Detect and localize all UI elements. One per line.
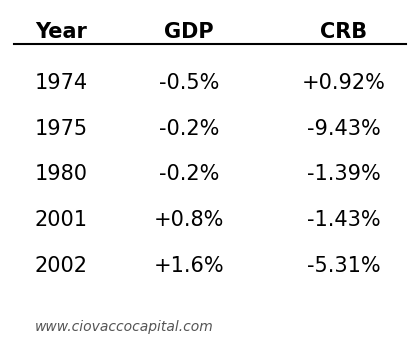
Text: CRB: CRB <box>320 22 367 42</box>
Text: -0.5%: -0.5% <box>159 73 219 93</box>
Text: +0.8%: +0.8% <box>154 210 224 230</box>
Text: 1980: 1980 <box>35 165 88 184</box>
Text: GDP: GDP <box>164 22 214 42</box>
Text: +0.92%: +0.92% <box>302 73 386 93</box>
Text: -1.39%: -1.39% <box>307 165 381 184</box>
Text: -5.31%: -5.31% <box>307 256 381 276</box>
Text: -0.2%: -0.2% <box>159 119 219 139</box>
Text: 2001: 2001 <box>35 210 88 230</box>
Text: -9.43%: -9.43% <box>307 119 381 139</box>
Text: www.ciovaccocapital.com: www.ciovaccocapital.com <box>35 320 213 334</box>
Text: 2002: 2002 <box>35 256 88 276</box>
Text: +1.6%: +1.6% <box>154 256 224 276</box>
Text: 1974: 1974 <box>35 73 88 93</box>
Text: 1975: 1975 <box>35 119 88 139</box>
Text: -1.43%: -1.43% <box>307 210 381 230</box>
Text: -0.2%: -0.2% <box>159 165 219 184</box>
Text: Year: Year <box>35 22 87 42</box>
